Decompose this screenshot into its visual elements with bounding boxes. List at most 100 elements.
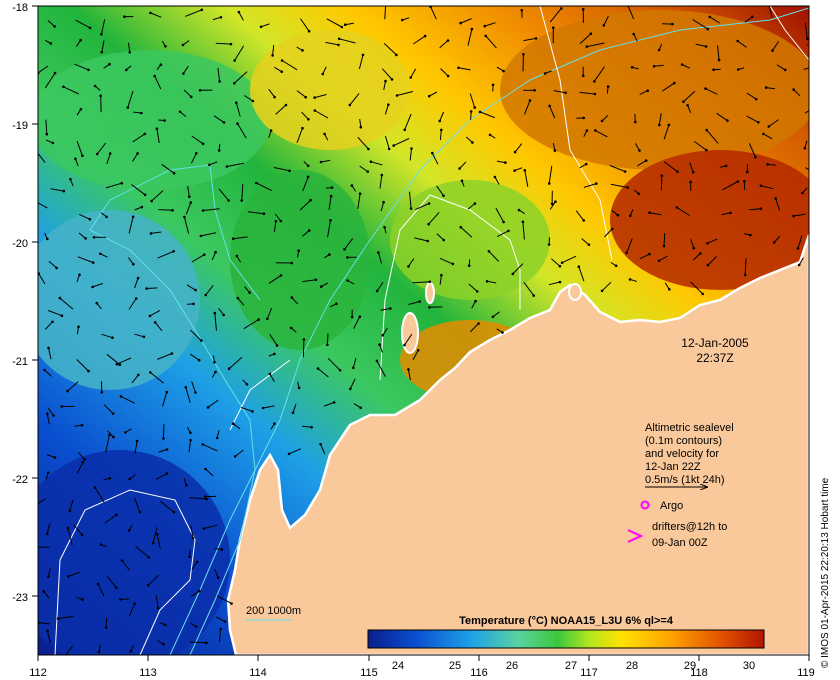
velocity-vector-head	[380, 173, 384, 177]
velocity-vector-head	[736, 39, 739, 43]
velocity-vector	[226, 162, 244, 167]
velocity-vector	[649, 212, 662, 216]
velocity-vector-head	[280, 70, 284, 73]
velocity-vector-head	[491, 83, 495, 87]
velocity-vector	[658, 255, 668, 262]
velocity-vector-head	[214, 250, 217, 254]
velocity-vector	[763, 133, 773, 140]
velocity-vector	[147, 574, 160, 586]
velocity-vector-head	[712, 68, 715, 71]
velocity-vector	[44, 72, 56, 89]
velocity-vector-head	[245, 382, 249, 386]
lon-tick-label: 113	[139, 667, 157, 679]
velocity-vector-head	[60, 405, 63, 408]
velocity-vector-head	[178, 110, 182, 114]
velocity-vector	[465, 136, 473, 143]
velocity-vector-head	[680, 63, 684, 66]
velocity-vector	[190, 641, 207, 644]
velocity-vector-head	[92, 236, 96, 239]
velocity-vector-head	[313, 109, 317, 112]
velocity-vector-head	[222, 313, 225, 317]
velocity-vector-head	[58, 296, 62, 300]
velocity-vector-head	[60, 314, 64, 318]
velocity-vector	[156, 533, 161, 549]
velocity-vector	[48, 347, 52, 360]
velocity-vector-head	[273, 422, 276, 426]
velocity-vector-head	[348, 103, 352, 107]
velocity-vector	[235, 102, 241, 117]
velocity-vector	[158, 209, 173, 211]
velocity-vector	[524, 100, 531, 115]
velocity-vector-head	[80, 424, 84, 427]
velocity-vector-head	[43, 368, 46, 372]
velocity-vector-head	[797, 263, 801, 267]
velocity-vector-head	[235, 254, 239, 258]
velocity-vector	[237, 297, 245, 306]
velocity-vector	[156, 128, 160, 144]
velocity-vector-head	[49, 42, 53, 45]
velocity-vector	[106, 153, 111, 165]
velocity-vector-head	[108, 477, 112, 480]
velocity-vector-head	[51, 141, 55, 145]
velocity-vector-head	[202, 253, 206, 256]
velocity-vector	[183, 216, 190, 234]
velocity-vector	[38, 202, 48, 209]
velocity-vector-head	[511, 272, 515, 276]
velocity-vector-head	[146, 584, 150, 587]
velocity-vector-head	[233, 82, 236, 85]
velocity-vector-head	[416, 349, 420, 352]
velocity-vector-head	[223, 620, 227, 623]
velocity-vector-head	[309, 198, 313, 202]
velocity-vector	[200, 232, 217, 237]
velocity-vector	[485, 35, 497, 49]
velocity-vector-head	[172, 250, 175, 253]
velocity-vector	[228, 356, 243, 370]
velocity-vector	[359, 165, 368, 173]
velocity-vector-head	[418, 300, 422, 303]
lat-tick: -23	[12, 592, 38, 604]
velocity-vector	[689, 162, 694, 173]
velocity-vector	[243, 319, 259, 330]
velocity-vector-head	[634, 120, 637, 124]
velocity-vector-head	[431, 151, 434, 155]
velocity-vector-head	[162, 643, 165, 646]
velocity-vector-head	[319, 160, 323, 164]
velocity-vector	[512, 263, 524, 275]
velocity-vector-head	[81, 154, 84, 158]
velocity-vector	[217, 67, 221, 82]
velocity-vector	[744, 258, 747, 276]
velocity-vector-head	[213, 360, 216, 364]
velocity-vector	[120, 598, 130, 600]
velocity-vector	[326, 18, 343, 28]
velocity-vector-head	[440, 128, 443, 132]
velocity-vector-head	[191, 536, 195, 540]
velocity-vector	[189, 497, 207, 500]
velocity-vector-head	[646, 89, 649, 92]
velocity-vector-head	[550, 202, 554, 206]
velocity-vector-head	[171, 209, 174, 212]
velocity-vector	[58, 615, 74, 620]
velocity-vector-head	[68, 509, 72, 512]
velocity-vector	[492, 311, 500, 318]
velocity-vector-head	[337, 43, 340, 47]
velocity-vector-head	[467, 264, 471, 268]
velocity-vector-head	[279, 219, 283, 223]
velocity-vector	[202, 443, 218, 452]
velocity-vector	[154, 322, 163, 332]
velocity-vector	[69, 499, 74, 511]
lon-tick-label: 117	[580, 667, 598, 679]
velocity-vector	[409, 191, 412, 209]
velocity-vector-head	[151, 541, 155, 545]
velocity-vector-head	[705, 128, 708, 132]
velocity-vector-head	[746, 170, 749, 174]
drifter-legend: drifters@12h to 09-Jan 00Z	[627, 521, 727, 549]
velocity-vector-head	[149, 371, 152, 374]
velocity-vector-head	[313, 96, 317, 99]
velocity-vector-head	[129, 650, 133, 653]
velocity-vector	[654, 64, 664, 67]
velocity-vector-head	[429, 6, 432, 9]
velocity-vector-head	[156, 606, 160, 610]
velocity-vector-head	[657, 48, 661, 52]
legend-line: (0.1m contours)	[645, 435, 722, 447]
velocity-vector-head	[332, 401, 336, 404]
